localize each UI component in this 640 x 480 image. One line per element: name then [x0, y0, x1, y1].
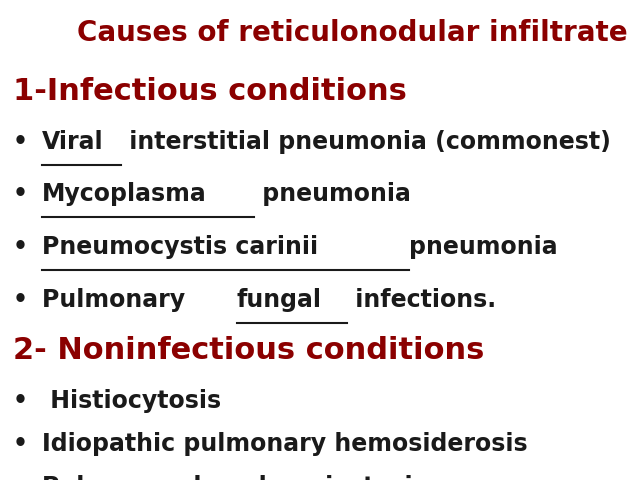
Text: •: • [13, 182, 28, 206]
Text: Pulmonary lymphangiectasia: Pulmonary lymphangiectasia [42, 475, 428, 480]
Text: •: • [13, 475, 28, 480]
Text: •: • [13, 288, 28, 312]
Text: •: • [13, 389, 28, 413]
Text: 1-Infectious conditions: 1-Infectious conditions [13, 77, 406, 106]
Text: •: • [13, 130, 28, 154]
Text: Idiopathic pulmonary hemosiderosis: Idiopathic pulmonary hemosiderosis [42, 432, 527, 456]
Text: fungal: fungal [237, 288, 322, 312]
Text: •: • [13, 432, 28, 456]
Text: interstitial pneumonia (commonest): interstitial pneumonia (commonest) [121, 130, 611, 154]
Text: infections.: infections. [347, 288, 496, 312]
Text: Histiocytosis: Histiocytosis [42, 389, 221, 413]
Text: Mycoplasma: Mycoplasma [42, 182, 206, 206]
Text: Viral: Viral [42, 130, 103, 154]
Text: •: • [13, 235, 28, 259]
Text: Pneumocystis carinii: Pneumocystis carinii [42, 235, 326, 259]
Text: pneumonia: pneumonia [408, 235, 557, 259]
Text: 2- Noninfectious conditions: 2- Noninfectious conditions [13, 336, 484, 365]
Text: Causes of reticulonodular infiltrate: Causes of reticulonodular infiltrate [77, 19, 627, 47]
Text: Pulmonary: Pulmonary [42, 288, 193, 312]
Text: pneumonia: pneumonia [254, 182, 411, 206]
